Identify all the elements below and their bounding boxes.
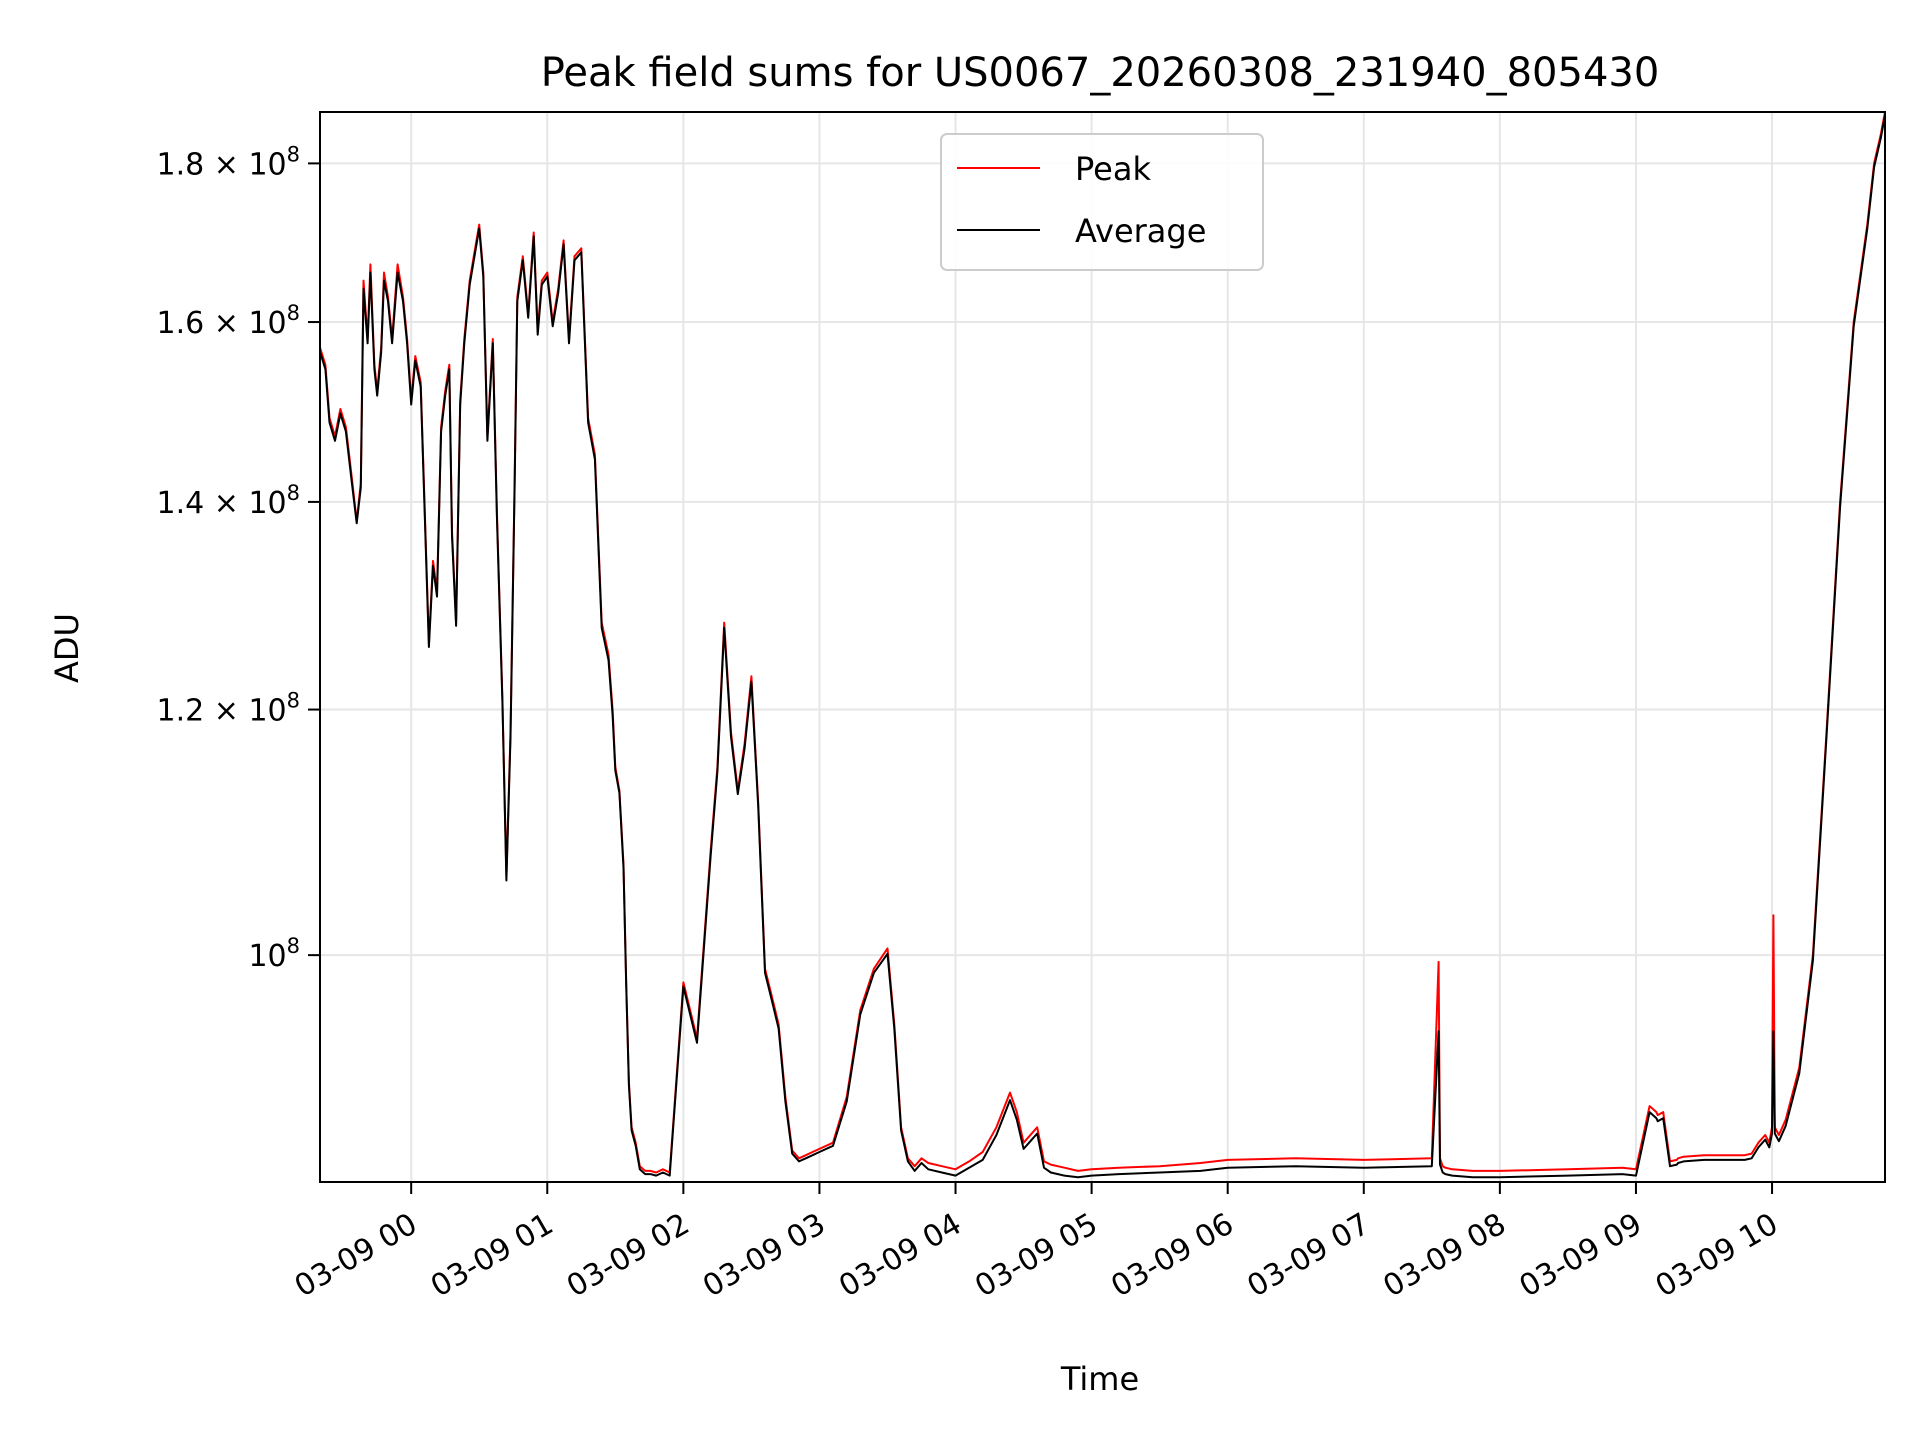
y-tick-mantissa: 1.4 [157,486,205,521]
y-tick-mantissa: 1.6 [157,306,205,341]
y-tick-exponent: 8 [287,934,300,958]
y-tick-exponent: 8 [287,142,300,166]
y-tick-label: 1.6 × 108 [157,301,300,341]
y-tick-times: × 10 [204,694,286,729]
y-tick-label: 108 [248,934,300,974]
series-layer [319,111,1886,1179]
y-axis-title: ADU [48,613,86,683]
y-tick-mantissa: 1.8 [157,147,205,182]
y-tick-label: 1.4 × 108 [157,481,300,521]
y-tick-mantissa: 1.2 [157,694,205,729]
legend-label-peak: Peak [1075,150,1151,188]
y-tick-label: 1.8 × 108 [157,142,300,182]
y-tick-times: × 10 [204,306,286,341]
y-tick-mantissa: 10 [248,939,286,974]
y-tick-exponent: 8 [287,301,300,325]
chart-title: Peak field sums for US0067_20260308_2319… [541,50,1660,96]
y-tick-label: 1.2 × 108 [157,689,300,729]
y-tick-times: × 10 [204,486,286,521]
y-tick-exponent: 8 [287,689,300,713]
legend-label-average: Average [1075,212,1206,250]
y-tick-exponent: 8 [287,481,300,505]
plot-frame [319,111,1886,1183]
legend: Peak Average [940,133,1264,271]
series-line-average [319,115,1886,1179]
x-axis-title: Time [1060,1360,1139,1398]
y-tick-times: × 10 [204,147,286,182]
